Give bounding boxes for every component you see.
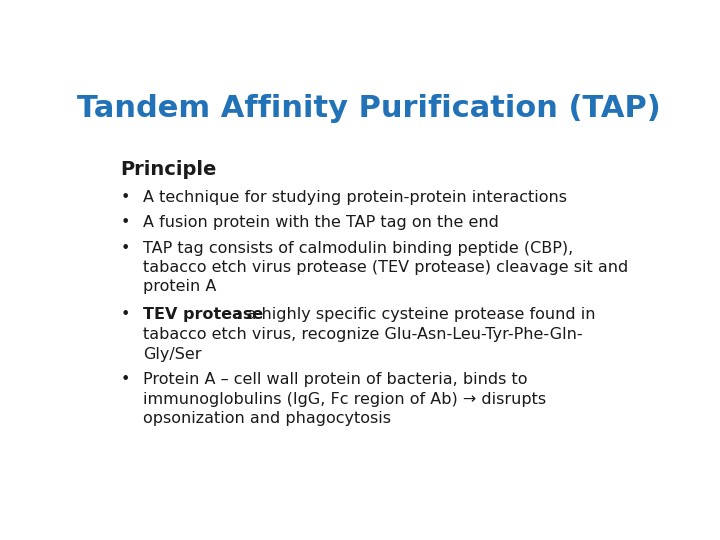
Text: •: • [121,373,130,388]
Text: Protein A – cell wall protein of bacteria, binds to
immunoglobulins (IgG, Fc reg: Protein A – cell wall protein of bacteri… [143,373,546,426]
Text: Tandem Affinity Purification (TAP): Tandem Affinity Purification (TAP) [77,94,661,123]
Text: tabacco etch virus, recognize Glu-Asn-Leu-Tyr-Phe-Gln-: tabacco etch virus, recognize Glu-Asn-Le… [143,327,582,342]
Text: TEV protease: TEV protease [143,307,264,322]
Text: Principle: Principle [121,160,217,179]
Text: Gly/Ser: Gly/Ser [143,347,202,362]
Text: •: • [121,190,130,205]
Text: A fusion protein with the TAP tag on the end: A fusion protein with the TAP tag on the… [143,215,499,231]
Text: TAP tag consists of calmodulin binding peptide (CBP),
tabacco etch virus proteas: TAP tag consists of calmodulin binding p… [143,241,629,294]
Text: : a highly specific cysteine protease found in: : a highly specific cysteine protease fo… [236,307,595,322]
Text: •: • [121,307,130,322]
Text: •: • [121,241,130,256]
Text: A technique for studying protein-protein interactions: A technique for studying protein-protein… [143,190,567,205]
Text: •: • [121,215,130,231]
